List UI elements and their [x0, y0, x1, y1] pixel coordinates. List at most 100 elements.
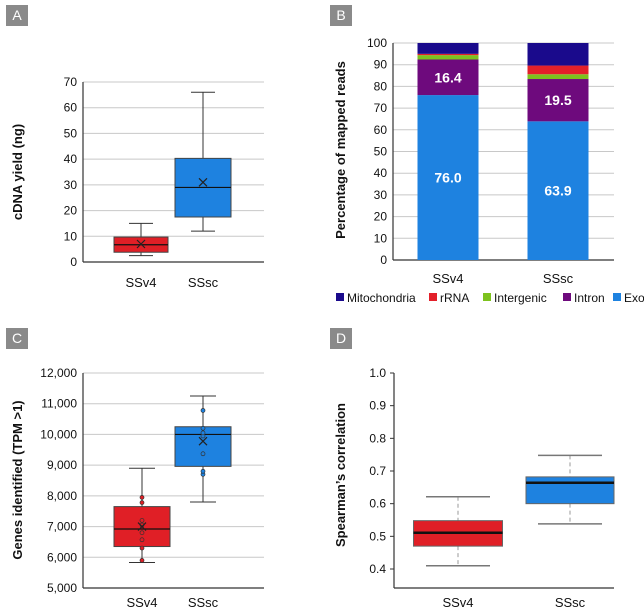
y-axis-title: Genes identified (TPM >1)	[10, 400, 25, 559]
y-tick-label: 1.0	[369, 366, 386, 380]
y-tick-label: 20	[374, 210, 388, 224]
box-sssc	[174, 395, 232, 503]
panel-label: A	[12, 7, 22, 23]
y-tick-label: 9,000	[47, 458, 77, 472]
legend-swatch	[483, 293, 491, 301]
data-point	[139, 545, 145, 551]
y-axis-title: cDNA yield (ng)	[10, 124, 25, 220]
data-point	[200, 408, 206, 413]
box-ssv4	[413, 496, 503, 567]
x-tick-label: SSsc	[188, 595, 219, 610]
data-point	[139, 518, 145, 523]
panel-a: A 0 10 20 30 40 50 60 70 cDNA yield (ng) SSv4 SSsc	[6, 5, 264, 290]
mean-marker	[198, 177, 208, 187]
y-tick-label: 90	[374, 58, 388, 72]
bar-data-label: 63.9	[544, 183, 571, 199]
legend-swatch	[336, 293, 344, 301]
y-tick-label: 20	[64, 204, 78, 218]
y-tick-label: 60	[374, 123, 388, 137]
y-tick-label: 10	[64, 229, 78, 243]
mean-marker	[198, 436, 208, 446]
legend-label: Mitochondria	[347, 291, 416, 305]
y-tick-label: 0.4	[369, 562, 386, 576]
bar-data-label: 16.4	[434, 69, 461, 85]
x-tick-label: SSsc	[555, 595, 586, 610]
legend-item-intergenic: Intergenic	[483, 291, 547, 305]
legend: Mitochondria rRNA Intergenic Intron Exon	[336, 291, 644, 305]
y-tick-label: 80	[374, 79, 388, 93]
y-tick-label: 5,000	[47, 581, 77, 595]
legend-swatch	[563, 293, 571, 301]
legend-label: Exon	[624, 291, 644, 305]
bar-segment-rrna	[527, 65, 589, 75]
y-tick-label: 0	[380, 253, 387, 267]
y-tick-label: 8,000	[47, 489, 77, 503]
bar-segment-intron	[417, 59, 479, 96]
y-axis-title: Percentage of mapped reads	[333, 61, 348, 239]
panel-label-bg	[330, 5, 352, 26]
y-tick-label: 70	[374, 101, 388, 115]
legend-label: Intergenic	[494, 291, 547, 305]
panel-label-bg	[6, 5, 28, 26]
x-tick-label: SSv4	[432, 271, 463, 286]
y-tick-label: 11,000	[41, 397, 77, 411]
legend-item-rrna: rRNA	[429, 291, 469, 305]
legend-swatch	[429, 293, 437, 301]
y-tick-label: 60	[64, 101, 78, 115]
mean-marker	[137, 522, 147, 531]
x-tick-label: SSv4	[442, 595, 473, 610]
iqr-box	[525, 476, 615, 505]
legend-swatch	[613, 293, 621, 301]
box-ssv4	[113, 222, 169, 257]
data-point	[200, 430, 206, 436]
y-tick-label: 7,000	[47, 520, 77, 534]
data-point	[200, 468, 206, 474]
data-point	[139, 537, 145, 543]
bar-segment-intron	[527, 79, 589, 122]
panel-label: D	[336, 330, 346, 346]
bar-data-label: 76.0	[434, 170, 461, 186]
legend-item-exon: Exon	[613, 291, 644, 305]
box-sssc	[525, 454, 615, 525]
box-ssv4	[113, 467, 171, 564]
y-tick-label: 30	[64, 178, 78, 192]
y-axis-title: Spearman’s correlation	[333, 403, 348, 547]
bar-segment-exon	[527, 121, 589, 260]
y-tick-label: 10,000	[40, 427, 77, 441]
bar-segment-mitochondria	[527, 43, 589, 66]
bar-segment-mitochondria	[417, 43, 479, 54]
data-point	[139, 495, 145, 500]
legend-label: Intron	[574, 291, 605, 305]
panel-label: B	[336, 7, 345, 23]
data-point	[200, 425, 206, 431]
data-point	[139, 558, 145, 563]
x-tick-label: SSsc	[543, 271, 574, 286]
data-point	[139, 500, 145, 505]
panel-label: C	[12, 330, 22, 346]
y-tick-label: 50	[374, 145, 388, 159]
y-tick-label: 30	[374, 188, 388, 202]
box-sssc	[174, 91, 232, 232]
legend-item-intron: Intron	[563, 291, 605, 305]
legend-label: rRNA	[440, 291, 469, 305]
data-point	[139, 530, 145, 536]
y-tick-label: 0.5	[369, 529, 386, 543]
y-tick-label: 0.6	[369, 497, 386, 511]
bar-segment-rrna	[417, 53, 479, 56]
x-tick-label: SSv4	[126, 595, 157, 610]
y-tick-label: 100	[367, 36, 387, 50]
y-tick-label: 10	[374, 231, 388, 245]
y-tick-label: 70	[64, 75, 78, 89]
mean-marker	[136, 239, 146, 249]
data-point	[200, 451, 206, 457]
y-tick-label: 0.9	[369, 399, 386, 413]
bar-segment-exon	[417, 95, 479, 260]
y-tick-label: 0.7	[369, 464, 386, 478]
panel-label-bg	[6, 328, 28, 349]
panel-b: B 0 10 20 30 40 50 60 70 80 90 100 Percentage of map…	[330, 5, 644, 305]
y-tick-label: 40	[64, 152, 78, 166]
y-tick-label: 0	[70, 255, 77, 269]
y-tick-label: 50	[64, 126, 78, 140]
x-tick-label: SSsc	[188, 275, 219, 290]
legend-item-mitochondria: Mitochondria	[336, 291, 416, 305]
